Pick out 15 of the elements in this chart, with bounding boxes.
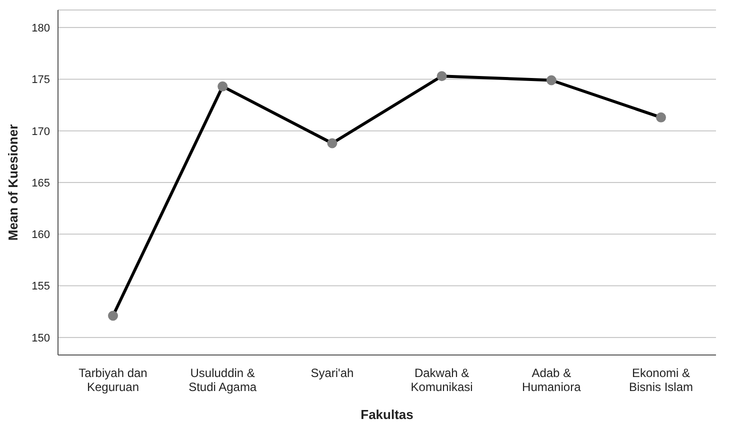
y-tick-label: 180 <box>32 22 50 34</box>
y-tick-label: 170 <box>32 126 50 138</box>
y-tick-label: 160 <box>32 229 50 242</box>
y-tick-label: 175 <box>32 74 50 86</box>
x-tick-label: Syari'ah <box>310 366 354 380</box>
y-tick-label: 165 <box>32 177 50 190</box>
y-tick-label: 150 <box>32 332 50 344</box>
x-tick-label: Usuluddin & Studi Agama <box>188 366 257 394</box>
x-tick-label: Ekonomi & Bisnis Islam <box>628 366 694 394</box>
y-axis-title: Mean of Kuesioner <box>6 124 21 241</box>
x-tick-label: Dakwah & Komunikasi <box>410 366 473 394</box>
x-tick-label: Adab & Humaniora <box>522 366 582 394</box>
x-axis-title: Fakultas <box>360 407 414 422</box>
x-tick-label: Tarbiyah dan Keguruan <box>78 366 148 394</box>
y-tick-label: 155 <box>32 280 50 293</box>
